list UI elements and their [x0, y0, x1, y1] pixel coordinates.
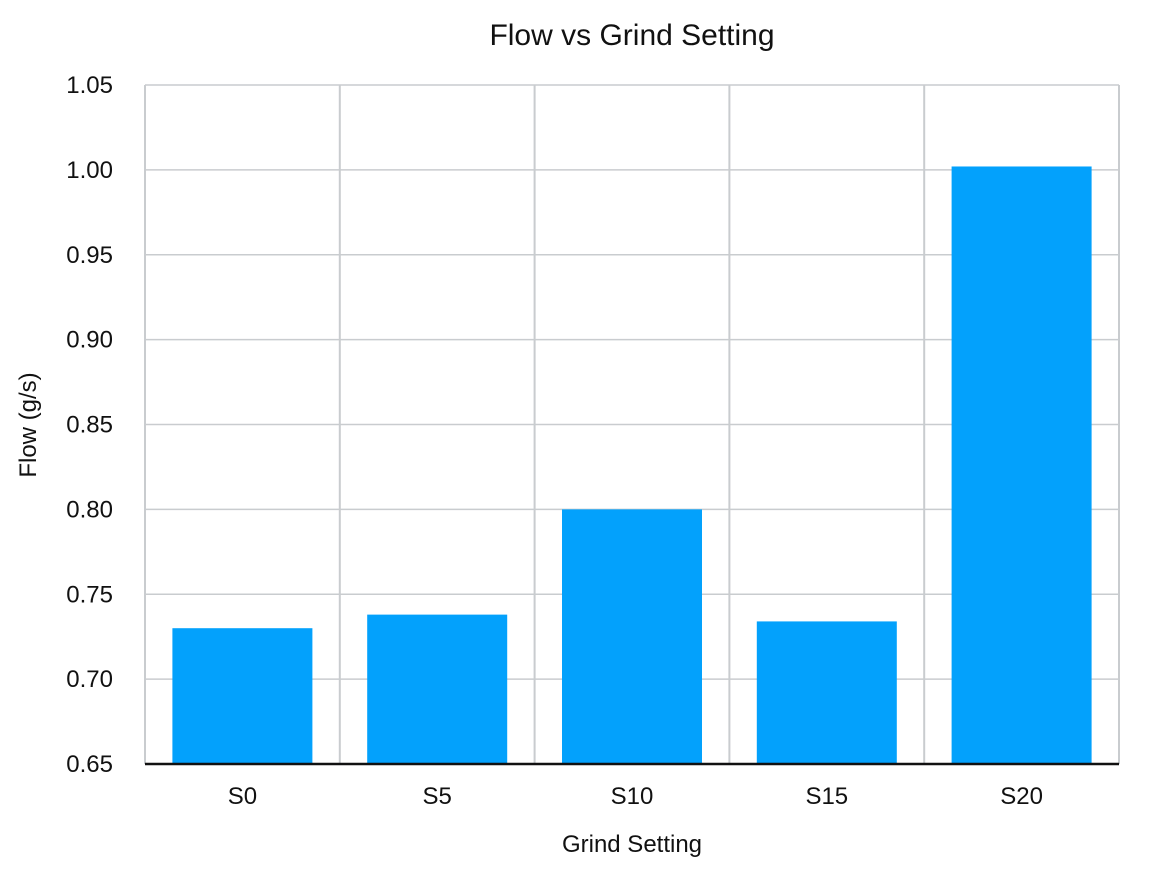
y-tick-label: 0.95 — [66, 242, 113, 269]
bar-s20 — [951, 166, 1092, 765]
tick-labels: 0.65 0.70 0.75 0.80 0.85 0.90 0.95 1.00 1.05 S0 S5… — [66, 72, 1043, 810]
bar-s10 — [562, 509, 702, 764]
y-tick-label: 0.65 — [66, 751, 113, 778]
y-tick-label: 0.80 — [66, 496, 113, 523]
y-tick-label: 1.00 — [66, 157, 113, 184]
grid-lines — [144, 84, 1120, 764]
bar-s0 — [172, 628, 313, 764]
y-tick-label: 0.75 — [66, 581, 113, 608]
x-tick-label: S20 — [1000, 783, 1043, 810]
y-tick-label: 0.85 — [66, 412, 113, 439]
y-tick-label: 0.90 — [66, 327, 113, 354]
bar-s15 — [756, 621, 897, 764]
y-tick-label: 1.05 — [66, 72, 113, 99]
y-tick-label: 0.70 — [66, 666, 113, 693]
chart-title: Flow vs Grind Setting — [489, 19, 774, 52]
bar-s5 — [367, 614, 508, 764]
y-axis-title: Flow (g/s) — [15, 372, 42, 477]
x-tick-label: S5 — [423, 783, 452, 810]
x-tick-label: S0 — [228, 783, 257, 810]
x-tick-label: S10 — [611, 783, 654, 810]
x-tick-label: S15 — [805, 783, 848, 810]
x-axis-title: Grind Setting — [562, 831, 702, 858]
bars — [172, 166, 1092, 765]
